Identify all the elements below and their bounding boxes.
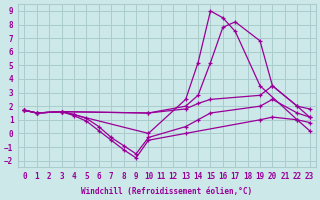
X-axis label: Windchill (Refroidissement éolien,°C): Windchill (Refroidissement éolien,°C) [82, 187, 252, 196]
